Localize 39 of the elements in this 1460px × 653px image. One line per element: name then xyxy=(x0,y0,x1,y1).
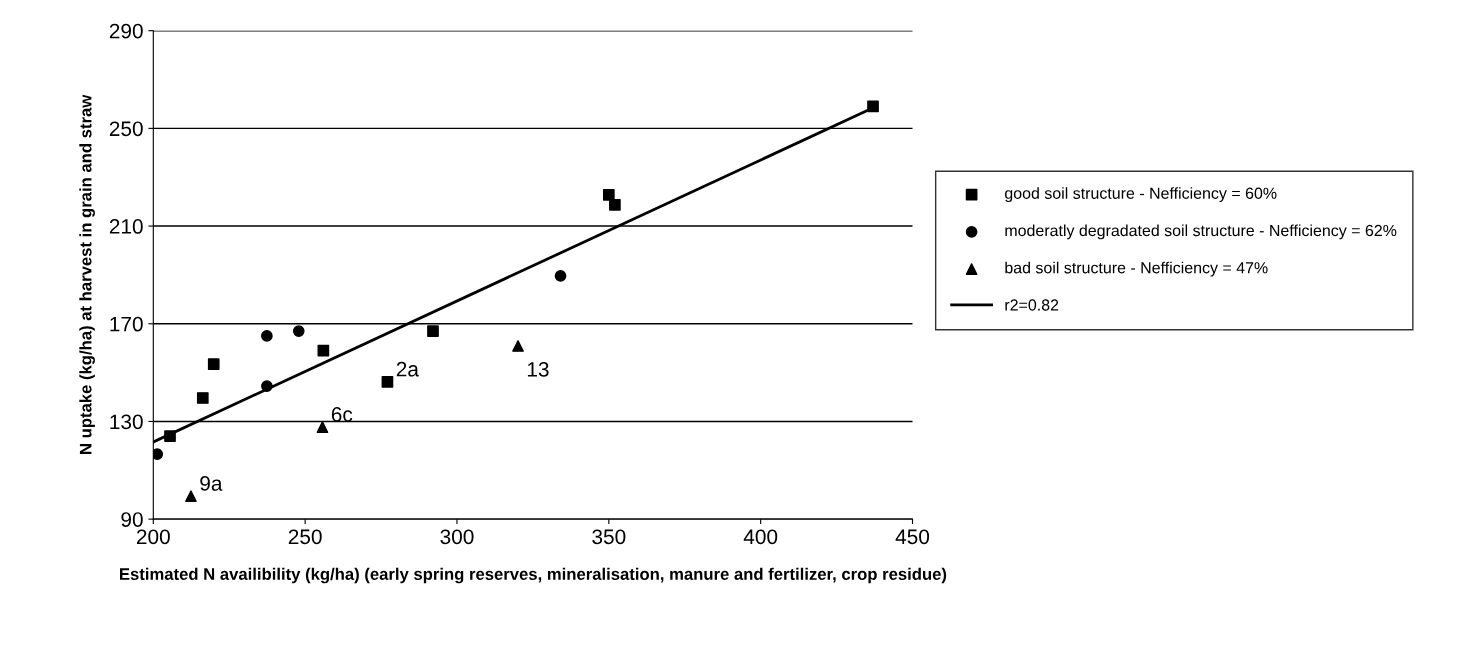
point xyxy=(609,198,621,211)
point xyxy=(196,392,209,404)
point xyxy=(554,270,567,282)
x-tick-label: 450 xyxy=(895,529,930,545)
y-tick-label: 130 xyxy=(110,414,143,430)
x-axis-title: Estimated N availibility (kg/ha) (early spring reserves, mineralisation, manure and fertilizer, crop residue) xyxy=(120,567,947,584)
point xyxy=(261,380,273,392)
y-tick-label: 90 xyxy=(121,512,143,527)
annotation: 13 xyxy=(527,361,549,377)
point xyxy=(427,325,439,337)
point xyxy=(153,448,164,461)
x-tick-label: 200 xyxy=(136,529,170,545)
legend-label: moderatly degradated soil structure - Nefficiency = 62% xyxy=(1005,224,1397,240)
annotation: 6c xyxy=(331,406,353,422)
point xyxy=(316,421,329,433)
point xyxy=(292,325,305,337)
legend-label: bad soil structure - Nefficiency = 47% xyxy=(1005,261,1268,277)
x-tick-label: 350 xyxy=(592,529,626,545)
y-tick-label: 210 xyxy=(109,219,143,234)
point xyxy=(867,100,879,113)
point xyxy=(261,330,273,342)
point xyxy=(512,340,524,352)
annotation: 9a xyxy=(200,476,223,491)
legend-label: r2=0.82 xyxy=(1005,299,1059,311)
point xyxy=(185,490,197,503)
y-tick-label: 170 xyxy=(110,316,143,332)
x-tick-label: 400 xyxy=(743,529,778,545)
point xyxy=(317,344,330,357)
y-tick-label: 250 xyxy=(109,121,143,137)
point xyxy=(164,430,176,442)
y-axis-title: N uptake (kg/ha) at harvest in grain and straw xyxy=(79,94,95,454)
x-tick-label: 300 xyxy=(440,529,474,545)
point xyxy=(381,376,394,388)
point xyxy=(602,188,615,201)
x-tick-label: 250 xyxy=(288,529,322,545)
point xyxy=(207,358,220,370)
legend-label: good soil structure - Nefficiency = 60% xyxy=(1005,187,1277,203)
y-tick-label: 290 xyxy=(109,23,143,39)
annotation: 2a xyxy=(396,361,419,377)
